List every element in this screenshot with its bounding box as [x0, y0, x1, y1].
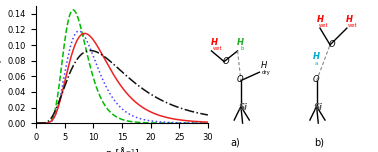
Text: H: H: [346, 15, 353, 24]
Text: H: H: [312, 52, 319, 61]
Text: a): a): [230, 138, 240, 148]
Text: O: O: [237, 75, 243, 84]
Text: O: O: [222, 57, 229, 66]
Text: H: H: [211, 38, 218, 47]
Text: wet: wet: [212, 46, 222, 51]
Text: wet: wet: [318, 23, 328, 28]
Text: Si: Si: [239, 103, 247, 112]
Text: a: a: [315, 61, 318, 66]
Text: Si: Si: [314, 103, 323, 112]
X-axis label: p [Å⁻¹]: p [Å⁻¹]: [105, 147, 138, 152]
Text: dry: dry: [262, 70, 271, 75]
Text: b: b: [240, 46, 243, 51]
Text: b): b): [314, 138, 324, 148]
Text: H: H: [261, 61, 267, 70]
Text: H: H: [237, 38, 244, 47]
Text: H: H: [317, 15, 324, 24]
Text: O: O: [328, 40, 335, 49]
Text: O: O: [312, 75, 319, 84]
Text: wet: wet: [348, 23, 357, 28]
Y-axis label: 4πp²n(p) [Å]: 4πp²n(p) [Å]: [0, 37, 2, 92]
